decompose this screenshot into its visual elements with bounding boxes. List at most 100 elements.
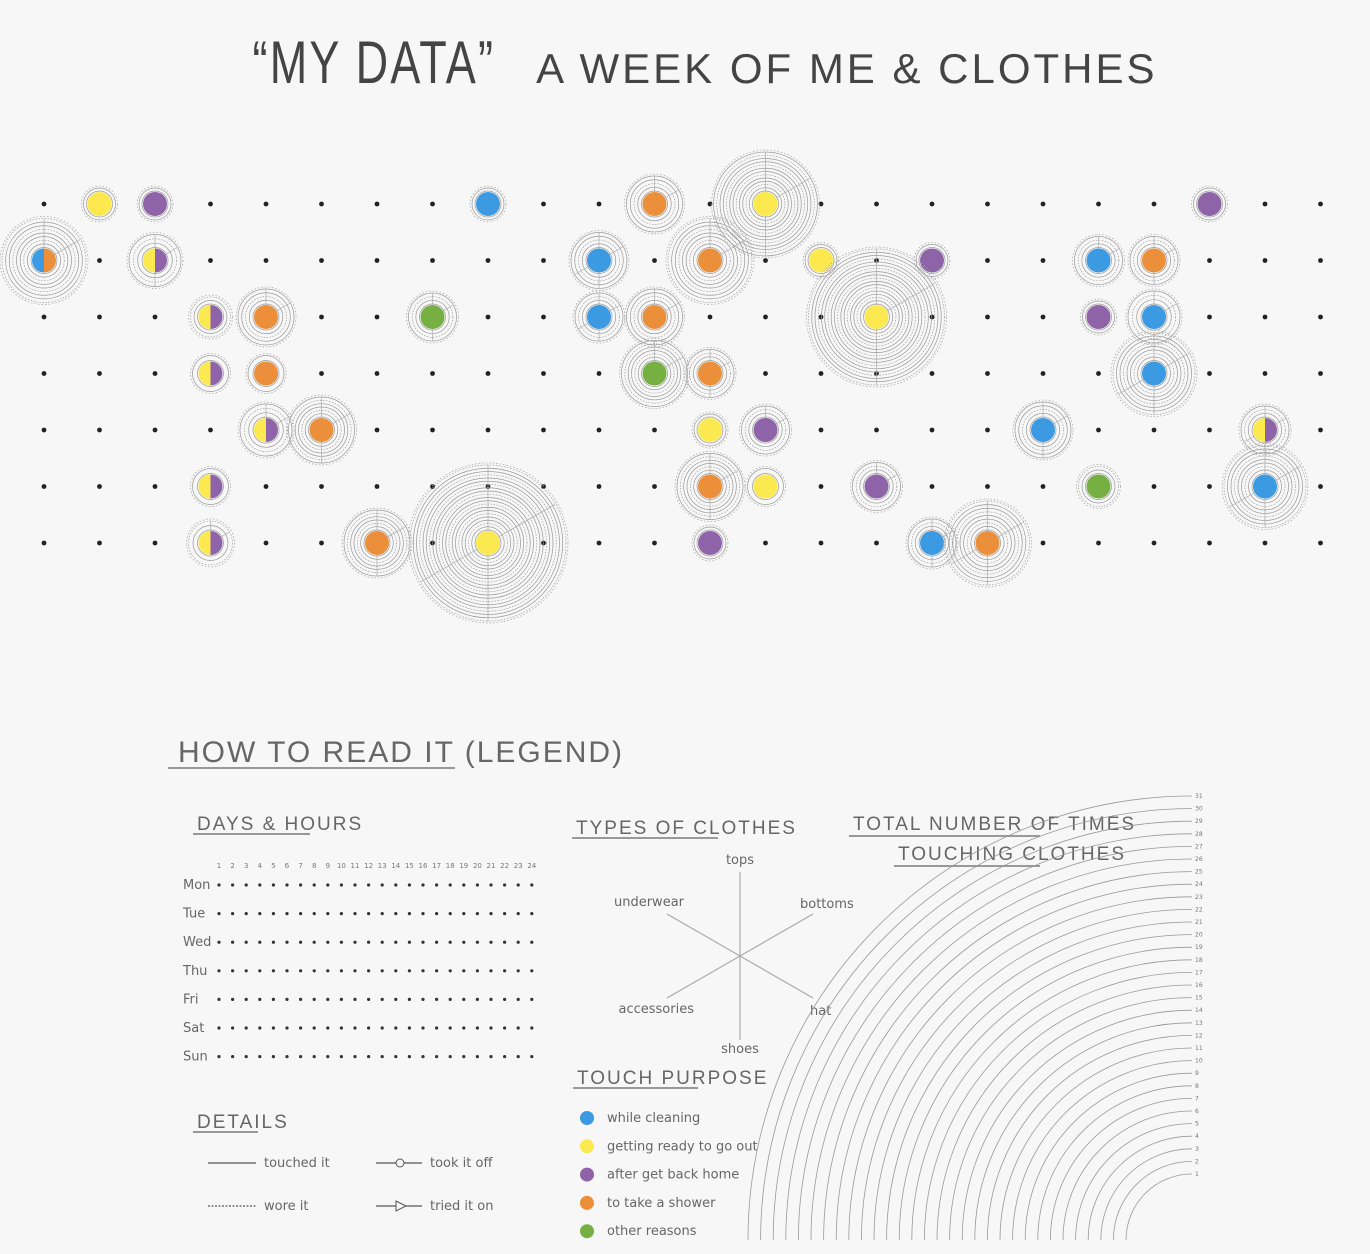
hour-dot (1318, 258, 1323, 263)
count-arc (747, 795, 1193, 1241)
touch-ring (693, 413, 727, 447)
hour-dot (1207, 484, 1212, 489)
touch-event (190, 466, 231, 507)
took-off-label: took it off (430, 1156, 493, 1171)
wore-ring (1110, 330, 1198, 417)
touch-ring (190, 296, 231, 338)
touch-ring (679, 456, 741, 517)
legend-dot (516, 912, 520, 916)
touch-event (81, 185, 118, 223)
hour-dot (319, 540, 324, 546)
legend-dot (394, 883, 398, 887)
touch-event (943, 498, 1032, 588)
day-label: Mon (183, 878, 210, 893)
took-off-marker (395, 1158, 405, 1168)
purpose-dot-right (266, 418, 278, 442)
purpose-dot (698, 248, 722, 273)
wore-ring (1221, 443, 1309, 530)
touch-event (745, 466, 786, 507)
touch-ring (1123, 342, 1185, 405)
hour-label: 2 (230, 862, 234, 870)
legend-dot (475, 969, 479, 973)
purpose-label: while cleaning (607, 1111, 700, 1126)
types-title: TYPES OF CLOTHES (576, 818, 797, 839)
count-label: 5 (1195, 1121, 1199, 1128)
touch-event (739, 403, 792, 457)
legend-dot (367, 997, 371, 1002)
legend-dot (448, 940, 452, 944)
legend-dot (312, 883, 316, 887)
touch-ring (689, 239, 731, 282)
legend-dot (380, 940, 384, 944)
purpose-dot (698, 531, 722, 555)
legend-dot (326, 912, 330, 916)
legend-dot (435, 1055, 439, 1059)
touch-ring (696, 529, 724, 557)
count-arc (1024, 1072, 1193, 1241)
legend-dot (489, 883, 493, 887)
touch-ring (696, 416, 724, 444)
wore-ring (711, 149, 820, 259)
wore-ring (136, 185, 174, 223)
hour-dot (541, 484, 546, 489)
legend-dot (244, 940, 248, 944)
legend-dot (489, 997, 493, 1002)
wore-ring (406, 290, 459, 344)
legend-dot (503, 940, 507, 944)
touch-ring (1244, 409, 1286, 451)
touch-ring (747, 468, 784, 505)
purpose-dot (587, 305, 611, 329)
purpose-dot (87, 192, 112, 216)
hour-dot (152, 314, 158, 320)
touch-ring (86, 190, 113, 218)
legend-dot (380, 1026, 384, 1030)
legend-dot (299, 1055, 303, 1059)
touch-ring (12, 229, 76, 292)
touch-event (286, 394, 357, 466)
purpose-dot (698, 418, 722, 442)
legend-dot (503, 969, 507, 973)
purpose-dot-left (32, 248, 44, 273)
hour-dot (1040, 484, 1046, 489)
count-label: 28 (1195, 831, 1203, 838)
count-label: 23 (1195, 894, 1203, 901)
touch-ring (807, 247, 835, 274)
wore-ring (245, 353, 287, 394)
hour-dot (874, 540, 879, 546)
hour-dot (152, 427, 158, 433)
legend-dot (380, 912, 384, 916)
purpose-dot (476, 192, 500, 216)
hour-dot (430, 484, 435, 489)
wore-ring (806, 246, 947, 388)
count-label: 2 (1195, 1158, 1199, 1165)
touch-event (245, 353, 287, 394)
touch-event (913, 242, 951, 279)
legend-dot (475, 883, 479, 887)
hour-dot (929, 484, 935, 489)
legend-dot (339, 912, 343, 916)
wore-ring (1238, 403, 1292, 457)
hour-dot (596, 371, 602, 376)
hour-dot (208, 201, 213, 207)
count-label: 4 (1195, 1133, 1199, 1140)
legend-dot (448, 969, 452, 973)
count-arc (886, 934, 1193, 1241)
legend-dot (503, 912, 507, 916)
legend-dot (421, 883, 425, 887)
legend-dot (475, 940, 479, 944)
count-arc (1062, 1110, 1193, 1241)
purpose-dot (1253, 474, 1277, 499)
count-label: 20 (1195, 932, 1203, 939)
legend-dot (489, 912, 493, 916)
count-arc (898, 946, 1193, 1241)
touch-event (674, 451, 746, 522)
count-arc (772, 820, 1193, 1241)
hour-dot (319, 314, 324, 320)
purpose-dot (587, 248, 611, 273)
hour-dot (1318, 427, 1323, 433)
touch-ring (192, 355, 229, 392)
touch-event (619, 338, 690, 409)
legend-dot (217, 940, 221, 944)
count-label: 11 (1195, 1045, 1203, 1052)
purpose-dot (698, 361, 722, 386)
